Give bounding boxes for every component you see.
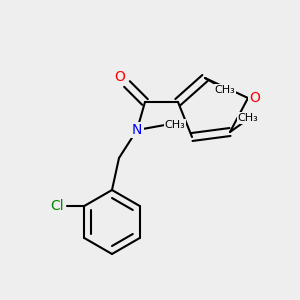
- Text: CH₃: CH₃: [165, 120, 185, 130]
- Text: CH₃: CH₃: [238, 113, 258, 123]
- Text: N: N: [132, 123, 142, 137]
- Text: O: O: [115, 70, 125, 84]
- Text: Cl: Cl: [50, 199, 64, 213]
- Text: O: O: [250, 91, 260, 105]
- Text: CH₃: CH₃: [214, 85, 236, 95]
